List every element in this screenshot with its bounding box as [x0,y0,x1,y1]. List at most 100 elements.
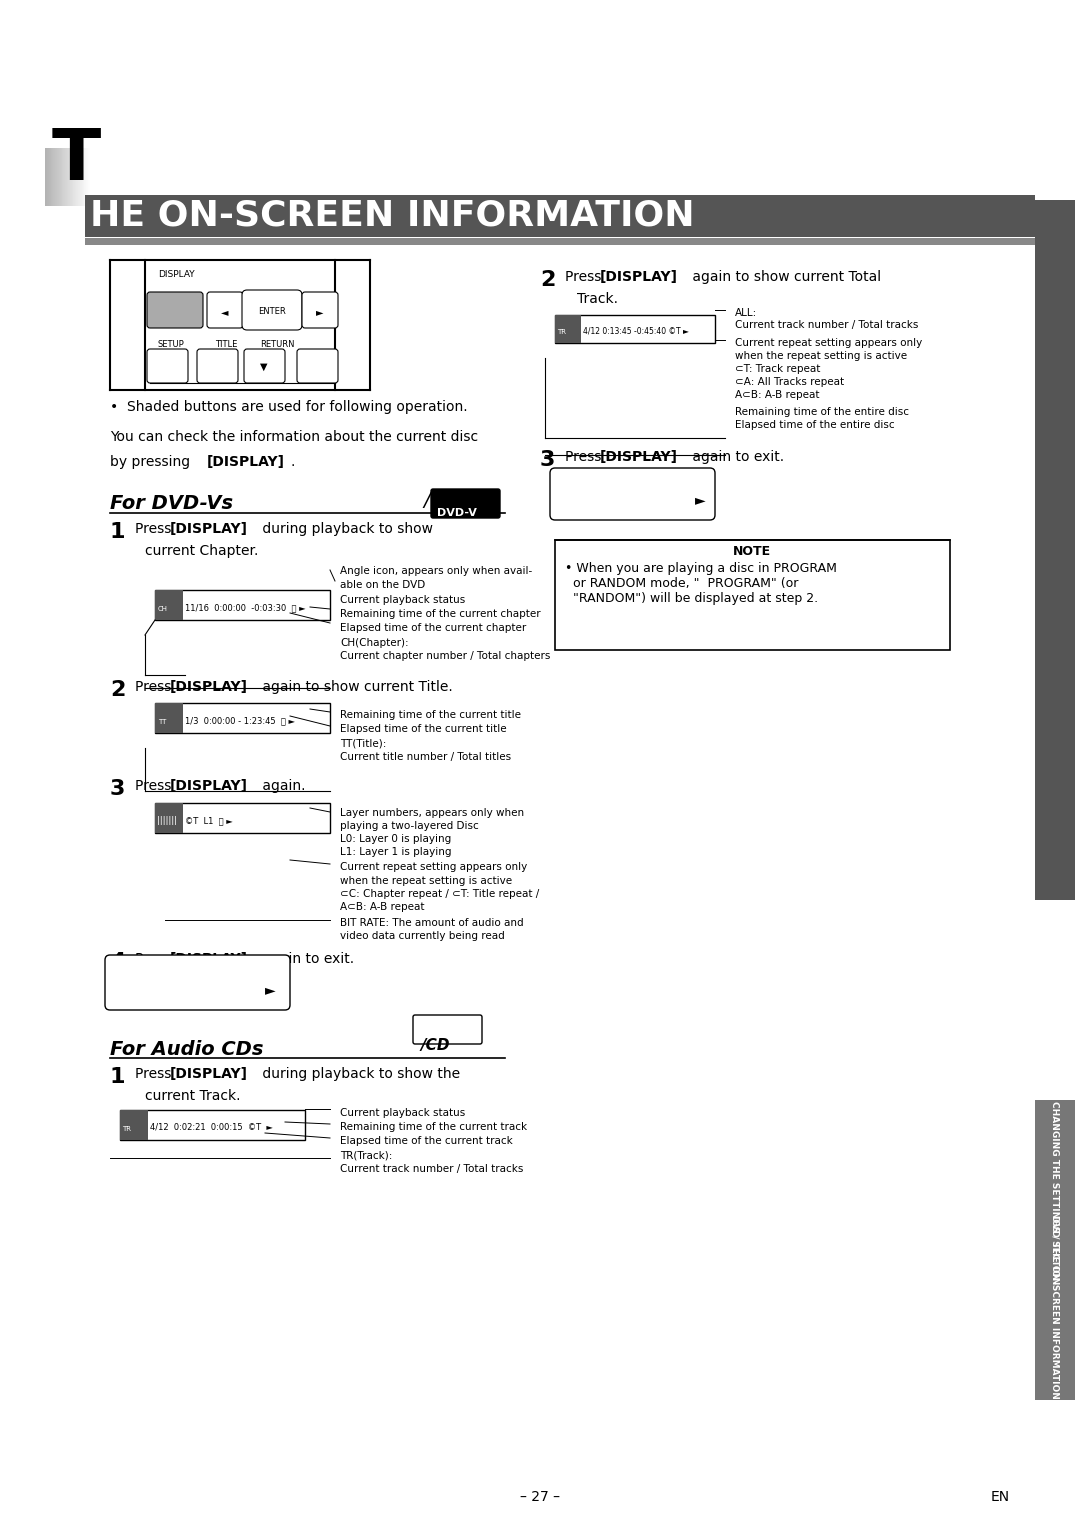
Text: Current chapter number / Total chapters: Current chapter number / Total chapters [340,651,551,662]
Text: TT(Title):: TT(Title): [340,740,387,749]
Text: Current repeat setting appears only: Current repeat setting appears only [735,338,922,348]
Text: ►: ► [316,307,324,316]
Text: playing a two-layered Disc: playing a two-layered Disc [340,821,478,831]
Text: L1: Layer 1 is playing: L1: Layer 1 is playing [340,847,451,857]
Text: RETURN: RETURN [260,341,295,348]
Text: Current repeat setting appears only: Current repeat setting appears only [340,862,527,872]
Text: Press: Press [565,270,606,284]
Text: ©T  L1  🔒 ►: ©T L1 🔒 ► [185,816,233,825]
Text: /: / [423,490,430,510]
Text: 2: 2 [110,680,125,700]
Text: TITLE: TITLE [215,341,238,348]
Text: again to show current Total: again to show current Total [688,270,881,284]
Bar [1035,1100,1075,1400]
Bar [156,590,183,620]
Text: during playback to show: during playback to show [258,523,433,536]
Text: 3: 3 [540,451,555,471]
Text: 11/16  0:00:00  -0:03:30  🔒 ►: 11/16 0:00:00 -0:03:30 🔒 ► [185,604,306,613]
Text: – 27 –: – 27 – [519,1490,561,1504]
Text: again to show current Title.: again to show current Title. [258,680,453,694]
Text: TT: TT [158,720,166,724]
Bar [156,703,330,733]
Text: 2: 2 [540,270,555,290]
Text: L0: Layer 0 is playing: L0: Layer 0 is playing [340,834,451,843]
Text: TR: TR [122,1126,131,1132]
FancyBboxPatch shape [147,292,203,329]
Text: You can check the information about the current disc: You can check the information about the … [110,429,478,445]
Text: DVD SECTION: DVD SECTION [1051,1215,1059,1285]
Text: Press: Press [565,451,606,465]
FancyBboxPatch shape [197,348,238,384]
Text: A⊂B: A-B repeat: A⊂B: A-B repeat [340,902,424,912]
Text: [DISPLAY]: [DISPLAY] [170,523,248,536]
Text: [DISPLAY]: [DISPLAY] [600,451,678,465]
Text: 4: 4 [110,952,125,972]
Text: Press: Press [135,523,176,536]
Text: ⊂A: All Tracks repeat: ⊂A: All Tracks repeat [735,377,845,387]
Text: ◄: ◄ [221,307,229,316]
Text: Track.: Track. [577,292,618,306]
Text: 4/12  0:02:21  0:00:15  ©T  ►: 4/12 0:02:21 0:00:15 ©T ► [150,1123,273,1132]
Text: Remaining time of the entire disc: Remaining time of the entire disc [735,406,909,417]
Bar [555,539,950,649]
Text: again to exit.: again to exit. [688,451,784,465]
Text: 1: 1 [110,523,125,542]
Bar [1035,200,1075,900]
Text: Layer numbers, appears only when: Layer numbers, appears only when [340,808,524,817]
Text: 1: 1 [110,1067,125,1086]
Text: Press: Press [135,952,176,966]
Bar [156,590,330,620]
Text: [DISPLAY]: [DISPLAY] [170,779,248,793]
FancyBboxPatch shape [242,290,302,330]
Text: [DISPLAY]: [DISPLAY] [600,270,678,284]
Text: video data currently being read: video data currently being read [340,931,504,941]
Text: TR(Track):: TR(Track): [340,1151,392,1161]
Text: Elapsed time of the entire disc: Elapsed time of the entire disc [735,420,894,429]
Text: during playback to show the: during playback to show the [258,1067,460,1080]
Text: ►: ► [696,494,705,507]
Text: Current title number / Total titles: Current title number / Total titles [340,752,511,762]
Text: ⊂C: Chapter repeat / ⊂T: Title repeat /: ⊂C: Chapter repeat / ⊂T: Title repeat / [340,889,539,898]
Bar [85,196,1035,237]
Text: current Track.: current Track. [145,1089,241,1103]
Text: Current playback status: Current playback status [340,594,465,605]
Text: Current track number / Total tracks: Current track number / Total tracks [340,1164,524,1174]
Text: Remaining time of the current track: Remaining time of the current track [340,1122,527,1132]
Bar [120,1109,148,1140]
FancyBboxPatch shape [105,955,291,1010]
Text: Elapsed time of the current chapter: Elapsed time of the current chapter [340,623,526,633]
Text: Current playback status: Current playback status [340,1108,465,1118]
Bar [156,804,183,833]
Text: again.: again. [258,779,306,793]
Text: Remaining time of the current title: Remaining time of the current title [340,711,521,720]
Bar [1035,900,1075,960]
FancyBboxPatch shape [431,489,500,518]
Text: HE ON-SCREEN INFORMATION: HE ON-SCREEN INFORMATION [90,199,694,232]
Bar [156,703,183,733]
FancyBboxPatch shape [413,1015,482,1044]
Text: CH(Chapter):: CH(Chapter): [340,639,408,648]
Text: when the repeat setting is active: when the repeat setting is active [735,351,907,361]
Text: Angle icon, appears only when avail-: Angle icon, appears only when avail- [340,565,532,576]
FancyBboxPatch shape [302,292,338,329]
Text: /CD: /CD [420,1038,449,1053]
Bar [85,238,1035,244]
Text: •  Shaded buttons are used for following operation.: • Shaded buttons are used for following … [110,400,468,414]
Bar [555,315,715,342]
Text: [DISPLAY]: [DISPLAY] [207,455,285,469]
Text: For Audio CDs: For Audio CDs [110,1041,264,1059]
Text: Elapsed time of the current track: Elapsed time of the current track [340,1135,513,1146]
FancyBboxPatch shape [207,292,243,329]
Text: by pressing: by pressing [110,455,194,469]
Text: TR: TR [557,329,566,335]
Text: ENTER: ENTER [258,307,286,316]
Text: when the repeat setting is active: when the repeat setting is active [340,876,512,886]
Text: [DISPLAY]: [DISPLAY] [170,1067,248,1080]
Text: NOTE: NOTE [733,545,771,558]
Text: DVD-V: DVD-V [437,507,477,518]
Text: EN: EN [990,1490,1010,1504]
Text: [DISPLAY]: [DISPLAY] [170,680,248,694]
Text: ALL:: ALL: [735,309,757,318]
Text: • When you are playing a disc in PROGRAM
  or RANDOM mode, "  PROGRAM" (or
  "RA: • When you are playing a disc in PROGRAM… [565,562,837,605]
Text: again to exit.: again to exit. [258,952,354,966]
